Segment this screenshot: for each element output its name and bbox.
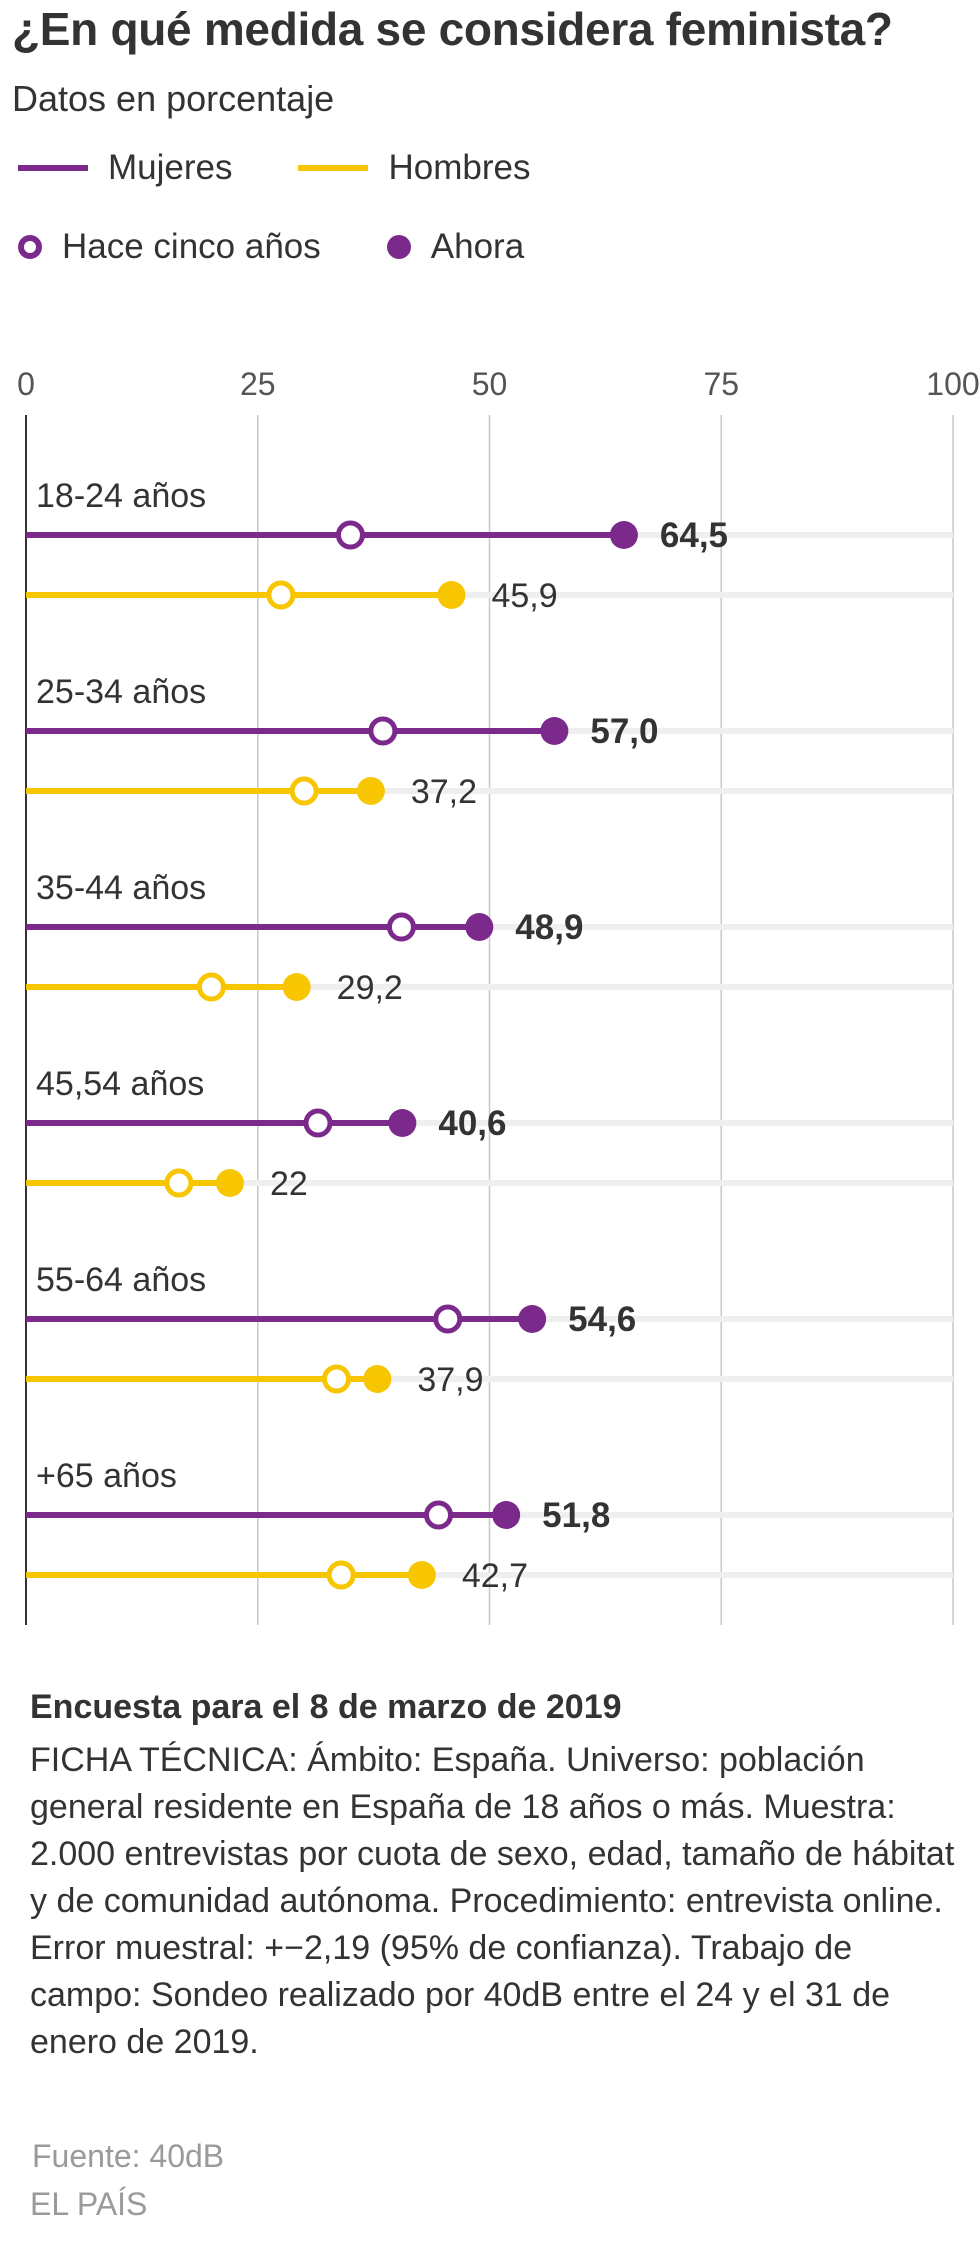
point-before-hombres-4 — [322, 1364, 352, 1394]
group-label-25-34-a-os: 25-34 años — [36, 673, 206, 711]
x-tick-label-25: 25 — [240, 366, 276, 402]
value-label-hombres-3: 22 — [270, 1165, 308, 1203]
dumbbell-chart: 0 25 50 75 100 18-24 años 64,5 45,9 25-34 años 57… — [17, 366, 980, 1625]
point-now-mujeres-2 — [465, 913, 494, 941]
chart-subtitle: Datos en porcentaje — [12, 78, 335, 119]
value-label-mujeres-0: 64,5 — [660, 516, 728, 555]
point-now-hombres-5 — [407, 1561, 436, 1589]
value-label-hombres-0: 45,9 — [491, 577, 557, 615]
legend-item-mujeres: Mujeres — [18, 148, 232, 188]
value-label-mujeres-2: 48,9 — [515, 908, 583, 947]
point-before-mujeres-0 — [335, 520, 365, 550]
legend-label-mujeres: Mujeres — [108, 148, 233, 187]
chart-title: ¿En qué medida se considera feminista? — [12, 3, 893, 55]
x-tick-label-75: 75 — [703, 366, 739, 402]
marker-legend: Hace cinco años Ahora — [18, 222, 590, 272]
point-now-mujeres-0 — [609, 521, 638, 549]
methodology-text: FICHA TÉCNICA: Ámbito: España. Universo:… — [30, 1741, 955, 2061]
value-label-mujeres-3: 40,6 — [438, 1104, 506, 1143]
point-now-mujeres-1 — [540, 717, 569, 745]
group-label-18-24-a-os: 18-24 años — [36, 477, 206, 515]
open-circle-icon — [18, 235, 42, 259]
point-before-mujeres-2 — [386, 912, 416, 942]
group-label-65-a-os: +65 años — [36, 1457, 177, 1495]
group-label-55-64-a-os: 55-64 años — [36, 1261, 206, 1299]
series-legend: Mujeres Hombres — [18, 143, 596, 193]
point-now-hombres-4 — [363, 1365, 392, 1393]
group-label-35-44-a-os: 35-44 años — [36, 869, 206, 907]
point-now-hombres-2 — [282, 973, 311, 1001]
legend-label-ahora: Ahora — [430, 227, 525, 266]
point-now-mujeres-5 — [492, 1501, 521, 1529]
x-tick-label-50: 50 — [472, 366, 508, 402]
legend-line-mujeres — [18, 165, 88, 171]
filled-circle-icon — [386, 235, 411, 259]
point-before-mujeres-4 — [433, 1304, 463, 1334]
point-now-mujeres-3 — [388, 1109, 417, 1137]
point-before-mujeres-3 — [303, 1108, 333, 1138]
point-before-hombres-2 — [196, 972, 226, 1002]
legend-item-hombres: Hombres — [298, 148, 530, 188]
value-label-hombres-4: 37,9 — [417, 1361, 483, 1399]
publisher-brand: EL PAÍS — [30, 2186, 148, 2222]
x-tick-label-100: 100 — [926, 366, 979, 402]
legend-label-hombres: Hombres — [388, 148, 531, 187]
legend-item-hace-cinco-anos: Hace cinco años — [18, 227, 321, 267]
value-label-hombres-1: 37,2 — [411, 773, 477, 811]
source-note: Fuente: 40dB — [32, 2138, 225, 2174]
point-now-hombres-3 — [215, 1169, 244, 1197]
point-before-hombres-0 — [266, 580, 296, 610]
x-tick-label-0: 0 — [17, 366, 35, 402]
point-before-hombres-3 — [164, 1168, 194, 1198]
point-now-mujeres-4 — [518, 1305, 547, 1333]
value-label-hombres-5: 42,7 — [462, 1557, 528, 1595]
point-now-hombres-1 — [356, 777, 385, 805]
value-label-hombres-2: 29,2 — [337, 969, 403, 1007]
point-now-hombres-0 — [437, 581, 466, 609]
value-label-mujeres-4: 54,6 — [568, 1300, 636, 1339]
point-before-mujeres-5 — [424, 1500, 454, 1530]
group-label-45-54-a-os: 45,54 años — [36, 1065, 204, 1103]
footer-heading: Encuesta para el 8 de marzo de 2019 — [30, 1688, 622, 1726]
point-before-hombres-1 — [289, 776, 319, 806]
legend-label-hace-cinco-anos: Hace cinco años — [62, 227, 321, 266]
point-before-mujeres-1 — [368, 716, 398, 746]
value-label-mujeres-5: 51,8 — [542, 1496, 610, 1535]
legend-line-hombres — [298, 165, 369, 171]
value-label-mujeres-1: 57,0 — [590, 712, 658, 751]
point-before-hombres-5 — [326, 1560, 356, 1590]
legend-item-ahora: Ahora — [386, 227, 525, 267]
